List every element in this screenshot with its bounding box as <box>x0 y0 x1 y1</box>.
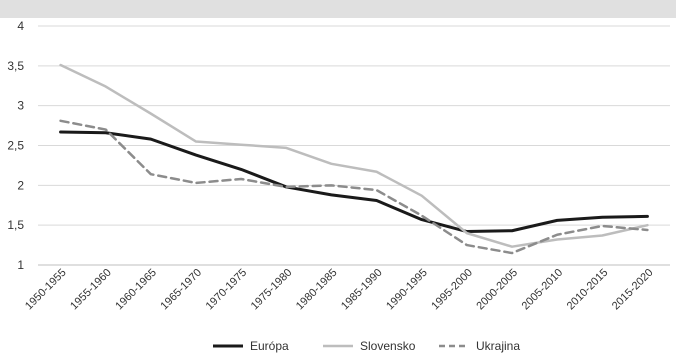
y-tick-label: 1 <box>17 258 24 272</box>
x-tick-label: 1990-1995 <box>384 267 430 313</box>
x-tick-label: 1980-1985 <box>294 267 340 313</box>
x-tick-label: 1965-1970 <box>158 267 204 313</box>
y-tick-label: 2,5 <box>7 139 24 153</box>
x-tick-label: 1985-1990 <box>339 267 385 313</box>
x-tick-label: 2015-2020 <box>610 267 656 313</box>
series-line-ukrajina <box>59 119 649 255</box>
y-tick-label: 2 <box>17 178 24 192</box>
x-axis-ticks: 1950-1955 1955-1960 1960-1965 1965-1970 1970… <box>23 267 656 313</box>
x-tick-label: 2000-2005 <box>474 267 520 313</box>
series-line-európa <box>59 130 649 234</box>
y-tick-label: 3 <box>17 99 24 113</box>
x-tick-label: 1975-1980 <box>249 267 295 313</box>
x-tick-label: 2005-2010 <box>520 267 566 313</box>
x-tick-label: 1995-2000 <box>429 267 475 313</box>
legend-label: Európa <box>250 339 289 353</box>
top-band <box>0 0 676 18</box>
x-tick-label: 1955-1960 <box>68 267 114 313</box>
legend: Európa Slovensko Ukrajina <box>213 339 520 353</box>
y-tick-label: 4 <box>17 19 24 33</box>
legend-label: Ukrajina <box>476 339 520 353</box>
y-tick-label: 3,5 <box>7 59 24 73</box>
x-tick-label: 1950-1955 <box>23 267 69 313</box>
x-tick-label: 1970-1975 <box>204 267 250 313</box>
legend-label: Slovensko <box>360 339 416 353</box>
grid-lines <box>38 25 670 226</box>
y-tick-label: 1,5 <box>7 218 24 232</box>
series-line-slovensko <box>59 63 649 248</box>
x-tick-label: 1960-1965 <box>113 267 159 313</box>
x-tick-label: 2010-2015 <box>565 267 611 313</box>
y-axis-ticks: 1 1,5 2 2,5 3 3,5 4 <box>7 19 24 272</box>
series-lines <box>59 63 649 255</box>
